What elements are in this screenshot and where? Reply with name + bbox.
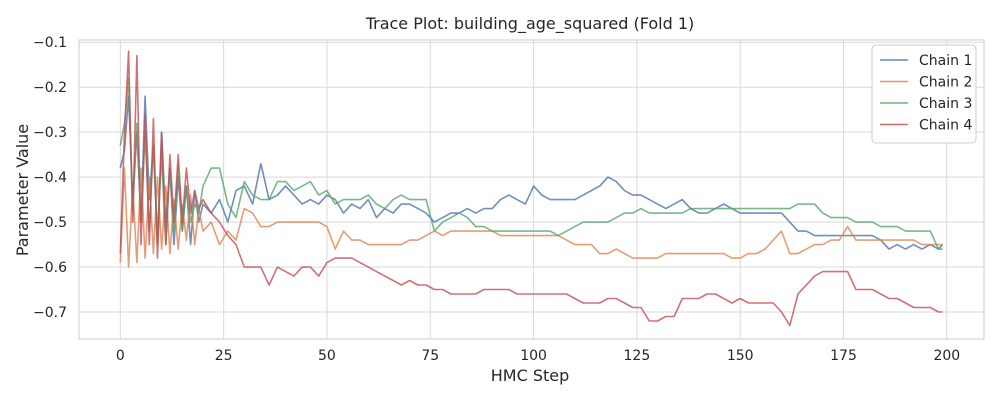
series-line-chain-4 xyxy=(119,50,943,327)
y-tick-label: −0.5 xyxy=(33,215,67,231)
y-axis-label: Parameter Value xyxy=(13,124,32,256)
x-tick-label: 25 xyxy=(215,348,233,364)
x-tick-label: 200 xyxy=(933,348,960,364)
x-tick-label: 125 xyxy=(624,348,651,364)
x-tick-label: 0 xyxy=(116,348,125,364)
legend-label-chain-4: Chain 4 xyxy=(919,118,972,134)
legend: Chain 1 Chain 2 Chain 3 Chain 4 xyxy=(871,44,977,144)
legend-box xyxy=(871,44,977,144)
legend-label-chain-3: Chain 3 xyxy=(919,96,972,112)
legend-label-chain-2: Chain 2 xyxy=(919,75,972,91)
y-tick-labels: −0.1 −0.2 −0.3 −0.4 −0.5 −0.6 −0.7 xyxy=(33,35,67,321)
x-tick-labels: 0 25 50 75 100 125 150 175 200 xyxy=(116,348,960,364)
x-tick-label: 100 xyxy=(520,348,547,364)
series-line-chain-1 xyxy=(119,95,944,250)
legend-label-chain-1: Chain 1 xyxy=(919,53,972,69)
plot-area-frame xyxy=(78,39,985,340)
x-tick-label: 175 xyxy=(830,348,857,364)
y-tick-label: −0.4 xyxy=(33,170,67,186)
y-tick-label: −0.6 xyxy=(33,260,67,276)
series-lines xyxy=(119,50,944,327)
x-tick-label: 75 xyxy=(421,348,439,364)
chart-title: Trace Plot: building_age_squared (Fold 1… xyxy=(365,14,695,34)
y-tick-label: −0.1 xyxy=(33,35,67,51)
x-tick-label: 150 xyxy=(727,348,754,364)
x-axis-label: HMC Step xyxy=(491,366,570,385)
x-tick-label: 50 xyxy=(318,348,336,364)
y-tick-label: −0.7 xyxy=(33,305,67,321)
y-gridlines xyxy=(79,41,984,313)
y-tick-label: −0.2 xyxy=(33,80,67,96)
y-tick-label: −0.3 xyxy=(33,125,67,141)
series-line-chain-3 xyxy=(119,77,943,250)
